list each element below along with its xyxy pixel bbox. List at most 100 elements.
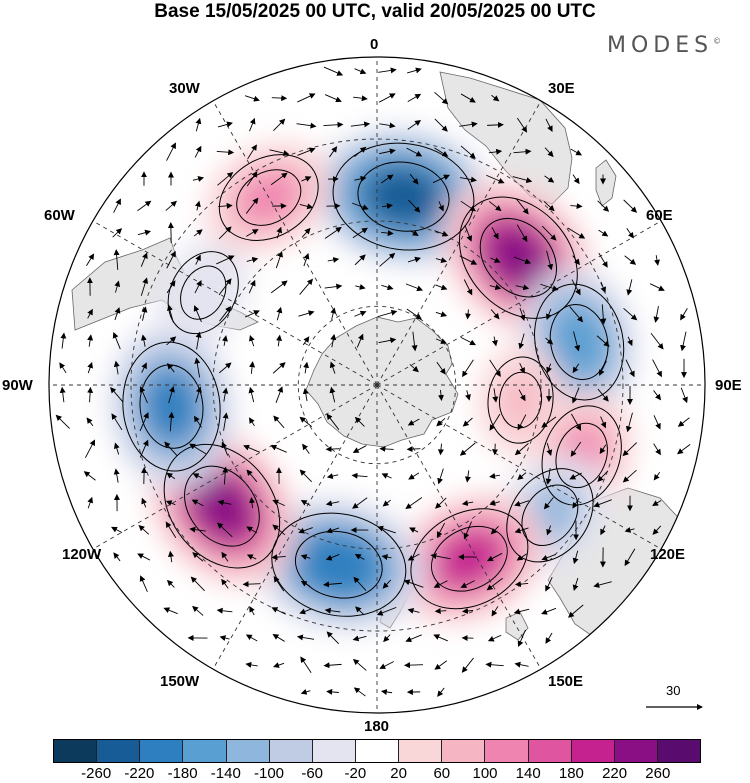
wind-arrow	[194, 200, 201, 211]
wind-arrow	[276, 226, 283, 239]
brand-mark: ©	[713, 36, 722, 46]
wind-arrow	[87, 334, 94, 347]
wind-arrow	[379, 122, 396, 129]
wind-arrow	[141, 362, 147, 373]
colorbar-cell	[140, 740, 184, 762]
colorbar-cell	[54, 740, 98, 762]
contour-line	[294, 530, 383, 599]
wind-arrow	[352, 497, 368, 509]
wind-arrow	[460, 145, 476, 159]
wind-arrow	[219, 306, 232, 322]
wind-arrow	[327, 256, 340, 263]
wind-arrow	[486, 174, 505, 184]
colorbar-tick-label: 140	[515, 765, 541, 782]
wind-arrow	[491, 94, 500, 102]
wind-arrow	[409, 527, 419, 533]
wind-arrow	[194, 357, 201, 378]
wind-arrow	[650, 332, 664, 350]
wind-arrow	[244, 310, 260, 318]
polar-map	[48, 56, 706, 714]
wind-arrow	[300, 499, 311, 506]
wind-arrow	[434, 608, 447, 615]
contour-line	[541, 405, 622, 506]
wind-arrow	[407, 256, 421, 263]
wind-arrow	[276, 306, 283, 321]
wind-arrow	[570, 203, 583, 210]
wind-arrow	[354, 146, 367, 158]
wind-arrow	[680, 331, 687, 352]
lon-label-90w: 90W	[2, 377, 33, 394]
wind-arrow	[114, 307, 121, 321]
wind-arrow	[352, 445, 367, 453]
wind-arrow	[597, 200, 610, 212]
wind-arrow	[354, 254, 366, 266]
wind-arrow	[245, 197, 259, 214]
wind-arrow	[249, 361, 256, 374]
wind-arrow	[323, 66, 344, 76]
wind-arrow	[269, 149, 290, 156]
wind-arrow	[653, 472, 661, 481]
contour-line	[357, 161, 450, 232]
wind-arrow	[113, 468, 120, 483]
wind-arrow	[325, 500, 340, 507]
wind-arrow	[113, 249, 120, 270]
wind-arrow	[222, 335, 228, 346]
wind-arrow	[459, 121, 478, 128]
wind-arrow	[461, 657, 474, 673]
wind-arrow	[624, 255, 637, 265]
wind-arrow	[435, 338, 447, 344]
wind-arrow	[488, 201, 502, 212]
wind-arrow	[513, 256, 532, 265]
wind-arrow	[541, 554, 556, 561]
wind-arrow	[166, 472, 176, 480]
wind-arrow	[381, 284, 394, 291]
colorbar-tick-label: 180	[558, 765, 584, 782]
colorbar	[53, 739, 701, 763]
colorbar-tick-label: 100	[472, 765, 498, 782]
wind-arrow	[352, 635, 367, 642]
wind-arrow	[382, 499, 391, 507]
wind-arrow	[516, 224, 528, 243]
wind-arrow	[599, 444, 607, 455]
wind-arrow	[515, 198, 529, 215]
wind-arrow	[297, 93, 316, 103]
wind-arrow	[219, 635, 230, 642]
wind-arrow	[489, 359, 501, 377]
wind-arrow	[407, 120, 422, 130]
wind-arrow	[165, 500, 176, 506]
wind-arrow	[300, 580, 311, 587]
wind-arrow	[302, 336, 310, 346]
wind-arrow	[112, 331, 121, 350]
wind-arrow	[325, 446, 340, 453]
colorbar-cell	[183, 740, 227, 762]
wind-arrow	[406, 147, 423, 157]
wind-arrow	[137, 553, 151, 561]
wind-arrow	[437, 468, 444, 485]
wind-arrow	[545, 118, 553, 132]
latitude-circle	[130, 138, 624, 632]
wind-arrow	[246, 171, 258, 187]
wind-arrow	[216, 149, 235, 156]
wind-arrow	[242, 581, 261, 588]
wind-arrow	[572, 174, 580, 185]
wind-arrow	[517, 414, 527, 431]
contour-line	[521, 484, 579, 546]
wind-arrow	[249, 417, 255, 427]
meridian-line	[92, 384, 378, 550]
wind-arrow	[489, 473, 500, 479]
wind-arrow	[113, 360, 120, 375]
wind-arrow	[518, 389, 526, 402]
wind-arrow	[299, 278, 313, 295]
wind-arrow	[324, 94, 342, 103]
wind-arrow	[222, 387, 229, 402]
wind-arrow	[246, 229, 259, 237]
anomaly-patch	[552, 307, 606, 377]
wind-arrow	[544, 147, 554, 158]
lon-label-90e: 90E	[715, 377, 742, 394]
colorbar-tick-label: 220	[602, 765, 628, 782]
wind-arrow	[167, 304, 174, 323]
wind-arrow	[462, 359, 474, 378]
wind-arrow	[300, 688, 311, 695]
wind-arrow	[677, 444, 691, 455]
wind-arrow	[193, 229, 203, 237]
